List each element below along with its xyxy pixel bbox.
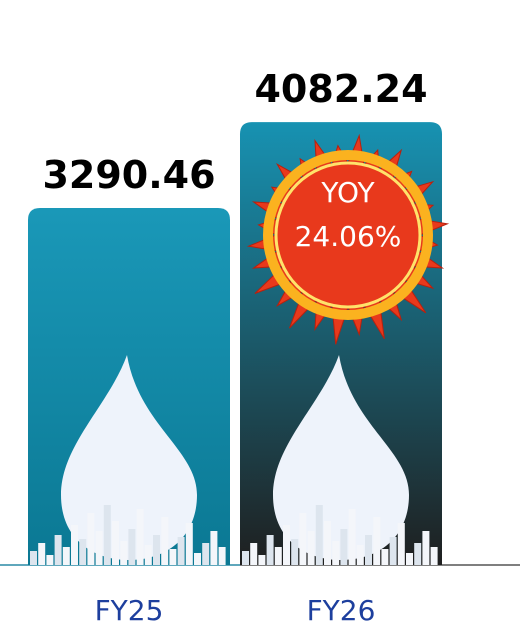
value-label: 4082.24 [254,67,427,111]
x-tick-label: FY26 [307,594,376,627]
skyline [315,505,323,565]
skyline [185,523,193,565]
skyline [202,543,210,565]
skyline [242,551,249,565]
skyline [46,555,54,565]
skyline [210,531,218,565]
skyline [430,547,438,565]
skyline [38,543,46,565]
skyline [54,535,62,565]
droplet [61,355,197,560]
skyline [144,545,152,565]
skyline [177,537,185,565]
skyline [356,545,364,565]
skyline [112,521,119,565]
skyline [153,535,160,565]
skyline [381,549,389,565]
skyline [365,535,372,565]
fire-ring-core [274,161,422,309]
fire-ring-inner [263,150,433,320]
skyline [120,541,128,565]
skyline [194,553,201,565]
skyline [136,509,144,565]
skyline [250,543,258,565]
skyline [218,547,226,565]
skyline [414,543,422,565]
skyline [299,513,307,565]
annotation: YOY [320,176,375,209]
skyline [128,529,136,565]
skyline [161,517,169,565]
skyline [62,547,70,565]
skyline [373,517,381,565]
skyline [348,509,356,565]
skyline [266,535,274,565]
skyline [283,525,290,565]
droplet [273,355,409,560]
skyline [422,531,430,565]
skyline [291,539,299,565]
skyline [406,553,413,565]
x-tick-label: FY25 [95,594,164,627]
skyline [103,505,111,565]
annotation: 24.06% [295,220,402,253]
skyline [87,513,95,565]
skyline [71,525,78,565]
skyline [397,523,405,565]
skyline [307,531,315,565]
skyline [332,541,340,565]
skyline [274,547,282,565]
skyline [389,537,397,565]
skyline [258,555,266,565]
skyline [169,549,177,565]
skyline [95,531,103,565]
skyline [79,539,87,565]
skyline [30,551,37,565]
skyline [324,521,331,565]
value-label: 3290.46 [42,153,215,197]
skyline [340,529,348,565]
